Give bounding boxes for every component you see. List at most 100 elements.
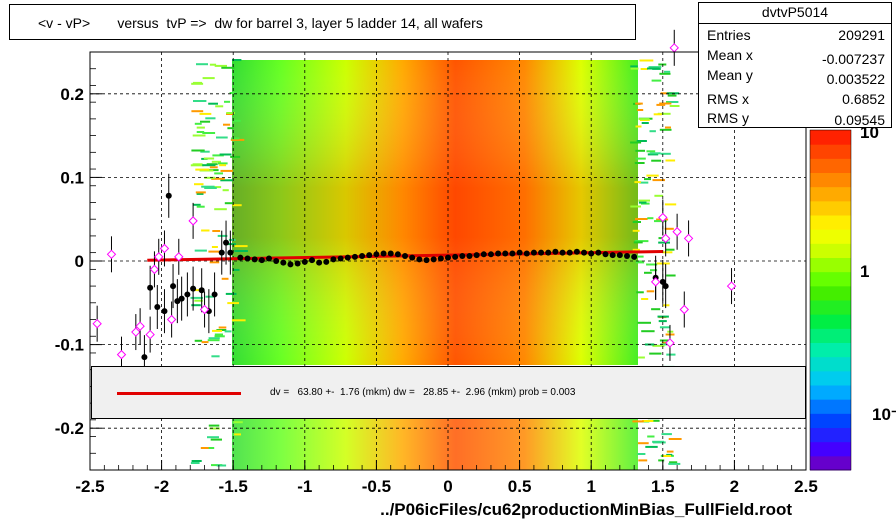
chart-title: <v - vP> versus tvP => dw for barrel 3, … [38, 15, 483, 31]
heatmap-speckle [201, 229, 210, 232]
profile-point [223, 239, 230, 246]
profile-point [147, 284, 154, 291]
profile-point [190, 285, 197, 292]
open-marker [106, 249, 117, 260]
heatmap-speckle [666, 274, 676, 277]
heatmap-speckle [666, 353, 676, 356]
heatmap-speckle [658, 459, 665, 462]
heatmap-speckle [666, 92, 680, 95]
profile-point [502, 250, 509, 257]
y-tick-label: 0.2 [60, 85, 84, 104]
heatmap-speckle [668, 438, 682, 440]
open-marker [199, 304, 210, 315]
heatmap-speckle [641, 330, 655, 333]
profile-point [523, 250, 530, 257]
heatmap-speckle [224, 202, 234, 205]
palette-cell [810, 427, 851, 443]
heatmap-speckle [209, 427, 220, 430]
profile-point [394, 251, 401, 258]
palette-cell [810, 328, 851, 343]
heatmap-core [232, 60, 638, 365]
open-marker [650, 277, 661, 287]
profile-point [273, 258, 280, 264]
profile-point [473, 252, 480, 259]
heatmap-speckle [663, 455, 672, 457]
plot-frame [89, 51, 807, 471]
heatmap-speckle [651, 308, 661, 311]
open-marker [149, 264, 160, 275]
profile-point [237, 254, 244, 261]
open-marker [188, 216, 198, 226]
heatmap-speckle [207, 339, 220, 342]
x-axis-ticks: -2.5 -2 -1.5 -1 -0.5 0 0.5 1 1.5 2 2.5 [75, 460, 818, 496]
heatmap-speckle [196, 192, 204, 195]
profile-point [487, 251, 494, 258]
heatmap-speckle [638, 459, 648, 462]
heatmap-speckle [638, 442, 649, 445]
profile-point [373, 251, 380, 258]
heatmap-speckle [664, 203, 677, 206]
profile-point [387, 250, 394, 257]
open-marker [672, 227, 682, 237]
heatmap-speckle [204, 176, 216, 179]
heatmap-speckle [647, 153, 659, 156]
open-marker [159, 243, 170, 254]
stat-key: Mean y [707, 67, 753, 83]
heatmap-speckle [214, 208, 227, 211]
heatmap-speckle [663, 304, 670, 307]
profile-point [308, 257, 315, 264]
heatmap-speckle [231, 319, 246, 322]
heatmap-speckle [635, 261, 645, 264]
profile-point [161, 308, 168, 315]
profile-point [211, 291, 218, 298]
heatmap-speckle [211, 355, 220, 358]
palette-cell [810, 300, 851, 315]
heatmap-speckle [630, 67, 639, 70]
open-marker [683, 233, 694, 244]
heatmap-speckle [194, 339, 203, 342]
heatmap-speckle [200, 150, 210, 153]
heatmap-speckle [211, 177, 225, 180]
heatmap-speckle [214, 335, 225, 338]
heatmap-speckle [203, 157, 215, 160]
heatmap-speckle [230, 155, 241, 158]
palette-cell [810, 455, 851, 471]
heatmap-speckle [222, 189, 229, 192]
profile-point [631, 253, 638, 260]
heatmap-speckle [651, 159, 662, 162]
palette-cell [810, 144, 851, 159]
z-tick-label: 10⁻¹ [872, 405, 896, 424]
heatmap-speckle [636, 291, 644, 294]
heatmap-speckle [642, 420, 654, 422]
heatmap-speckle [645, 445, 658, 448]
palette-cell [810, 314, 851, 329]
profile-point [330, 256, 337, 263]
profile-point [287, 261, 294, 268]
heatmap-speckle [224, 330, 232, 333]
heatmap-speckle [631, 255, 644, 258]
heatmap-speckle [202, 77, 215, 80]
heatmap-speckle [208, 337, 220, 340]
stat-value: -0.007237 [821, 51, 885, 67]
heatmap-speckle [193, 81, 202, 84]
profile-point [624, 252, 630, 259]
heatmap-speckle [637, 453, 646, 455]
heatmap-speckle [638, 356, 645, 359]
palette-cell [810, 342, 851, 358]
profile-point [423, 257, 430, 264]
open-marker [665, 338, 675, 348]
heatmap-speckle [220, 179, 233, 182]
open-marker [658, 212, 668, 223]
profile-point [366, 252, 373, 259]
heatmap-speckle [634, 181, 641, 184]
profile-point [662, 283, 669, 290]
profile-point [251, 256, 258, 263]
heatmap-speckle [635, 102, 643, 105]
heatmap-speckle [659, 72, 671, 75]
x-tick-label: 0.5 [508, 477, 532, 496]
palette-cell [810, 186, 851, 202]
heatmap-speckle [659, 102, 672, 105]
heatmap-speckle [190, 164, 204, 167]
heatmap-speckle [195, 168, 210, 171]
